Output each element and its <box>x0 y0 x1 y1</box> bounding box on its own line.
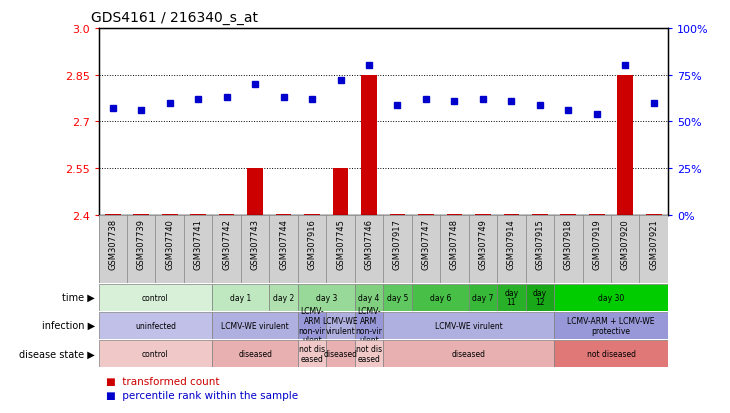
Text: infection ▶: infection ▶ <box>42 320 95 330</box>
Text: diseased: diseased <box>452 349 485 358</box>
Text: LCMV-
ARM
non-vir
ulent: LCMV- ARM non-vir ulent <box>356 306 383 344</box>
Bar <box>355 312 383 339</box>
Bar <box>383 340 554 367</box>
Bar <box>219 214 234 216</box>
Text: GSM307744: GSM307744 <box>279 218 288 269</box>
Bar <box>162 214 177 216</box>
Bar <box>298 284 355 311</box>
Bar <box>383 284 412 311</box>
Text: disease state ▶: disease state ▶ <box>19 349 95 358</box>
Text: ■  percentile rank within the sample: ■ percentile rank within the sample <box>106 390 298 401</box>
Text: LCMV-WE virulent: LCMV-WE virulent <box>221 321 289 330</box>
Bar <box>646 214 661 216</box>
Text: day 4: day 4 <box>358 293 380 302</box>
Bar <box>191 214 206 216</box>
Text: diseased: diseased <box>323 349 358 358</box>
Bar <box>589 214 604 216</box>
Bar <box>412 284 469 311</box>
Text: day 5: day 5 <box>387 293 408 302</box>
Bar <box>554 340 668 367</box>
Bar <box>269 284 298 311</box>
Text: GSM307747: GSM307747 <box>421 218 431 269</box>
Bar <box>618 76 633 215</box>
Text: uninfected: uninfected <box>135 321 176 330</box>
Text: day 7: day 7 <box>472 293 493 302</box>
Text: day 3: day 3 <box>315 293 337 302</box>
Bar <box>418 214 434 216</box>
Text: diseased: diseased <box>238 349 272 358</box>
Bar <box>212 284 269 311</box>
Bar <box>212 340 298 367</box>
Bar <box>355 284 383 311</box>
Text: GSM307739: GSM307739 <box>137 218 146 269</box>
Text: GSM307743: GSM307743 <box>250 218 260 269</box>
Text: LCMV-ARM + LCMV-WE
protective: LCMV-ARM + LCMV-WE protective <box>567 316 655 335</box>
Bar <box>276 214 291 216</box>
Text: control: control <box>142 293 169 302</box>
Bar <box>504 214 519 216</box>
Text: day
12: day 12 <box>533 288 547 307</box>
Text: not diseased: not diseased <box>586 349 636 358</box>
Bar <box>298 312 326 339</box>
Text: GSM307745: GSM307745 <box>336 218 345 269</box>
Text: GSM307742: GSM307742 <box>222 218 231 269</box>
Bar <box>554 284 668 311</box>
Text: time ▶: time ▶ <box>62 292 95 302</box>
Text: day 30: day 30 <box>598 293 624 302</box>
Text: GSM307738: GSM307738 <box>108 218 118 270</box>
Bar <box>554 312 668 339</box>
Bar <box>355 340 383 367</box>
Text: control: control <box>142 349 169 358</box>
Text: GDS4161 / 216340_s_at: GDS4161 / 216340_s_at <box>91 11 258 25</box>
Text: GSM307920: GSM307920 <box>620 218 630 269</box>
Bar <box>105 214 120 216</box>
Text: day 1: day 1 <box>230 293 252 302</box>
Bar <box>383 312 554 339</box>
Text: day 2: day 2 <box>273 293 294 302</box>
Text: ■  transformed count: ■ transformed count <box>106 375 219 386</box>
Bar <box>333 169 348 215</box>
Bar <box>475 214 491 216</box>
Text: GSM307916: GSM307916 <box>307 218 317 269</box>
Bar <box>134 214 149 216</box>
Bar <box>497 284 526 311</box>
Text: GSM307746: GSM307746 <box>364 218 374 269</box>
Bar <box>447 214 462 216</box>
Text: LCMV-
ARM
non-vir
ulent: LCMV- ARM non-vir ulent <box>299 306 326 344</box>
Bar <box>212 312 298 339</box>
Text: GSM307914: GSM307914 <box>507 218 516 269</box>
Bar <box>532 214 548 216</box>
Text: GSM307748: GSM307748 <box>450 218 459 269</box>
Bar <box>561 214 576 216</box>
Bar <box>298 340 326 367</box>
Text: not dis
eased: not dis eased <box>356 344 382 363</box>
Bar <box>304 214 320 216</box>
Bar <box>526 284 554 311</box>
Text: GSM307917: GSM307917 <box>393 218 402 269</box>
Text: GSM307915: GSM307915 <box>535 218 545 269</box>
Text: day 6: day 6 <box>429 293 451 302</box>
Text: GSM307919: GSM307919 <box>592 218 602 269</box>
Bar <box>99 312 212 339</box>
Text: not dis
eased: not dis eased <box>299 344 325 363</box>
Text: GSM307921: GSM307921 <box>649 218 658 269</box>
Text: GSM307749: GSM307749 <box>478 218 488 269</box>
Bar <box>361 76 377 215</box>
Bar <box>247 169 263 215</box>
Text: GSM307918: GSM307918 <box>564 218 573 269</box>
Text: LCMV-WE
virulent: LCMV-WE virulent <box>323 316 358 335</box>
Text: day
11: day 11 <box>504 288 518 307</box>
Bar <box>326 340 355 367</box>
Bar <box>99 340 212 367</box>
Text: GSM307741: GSM307741 <box>193 218 203 269</box>
Bar <box>390 214 405 216</box>
Bar <box>99 284 212 311</box>
Bar <box>469 284 497 311</box>
Text: GSM307740: GSM307740 <box>165 218 174 269</box>
Bar <box>326 312 355 339</box>
Text: LCMV-WE virulent: LCMV-WE virulent <box>435 321 502 330</box>
